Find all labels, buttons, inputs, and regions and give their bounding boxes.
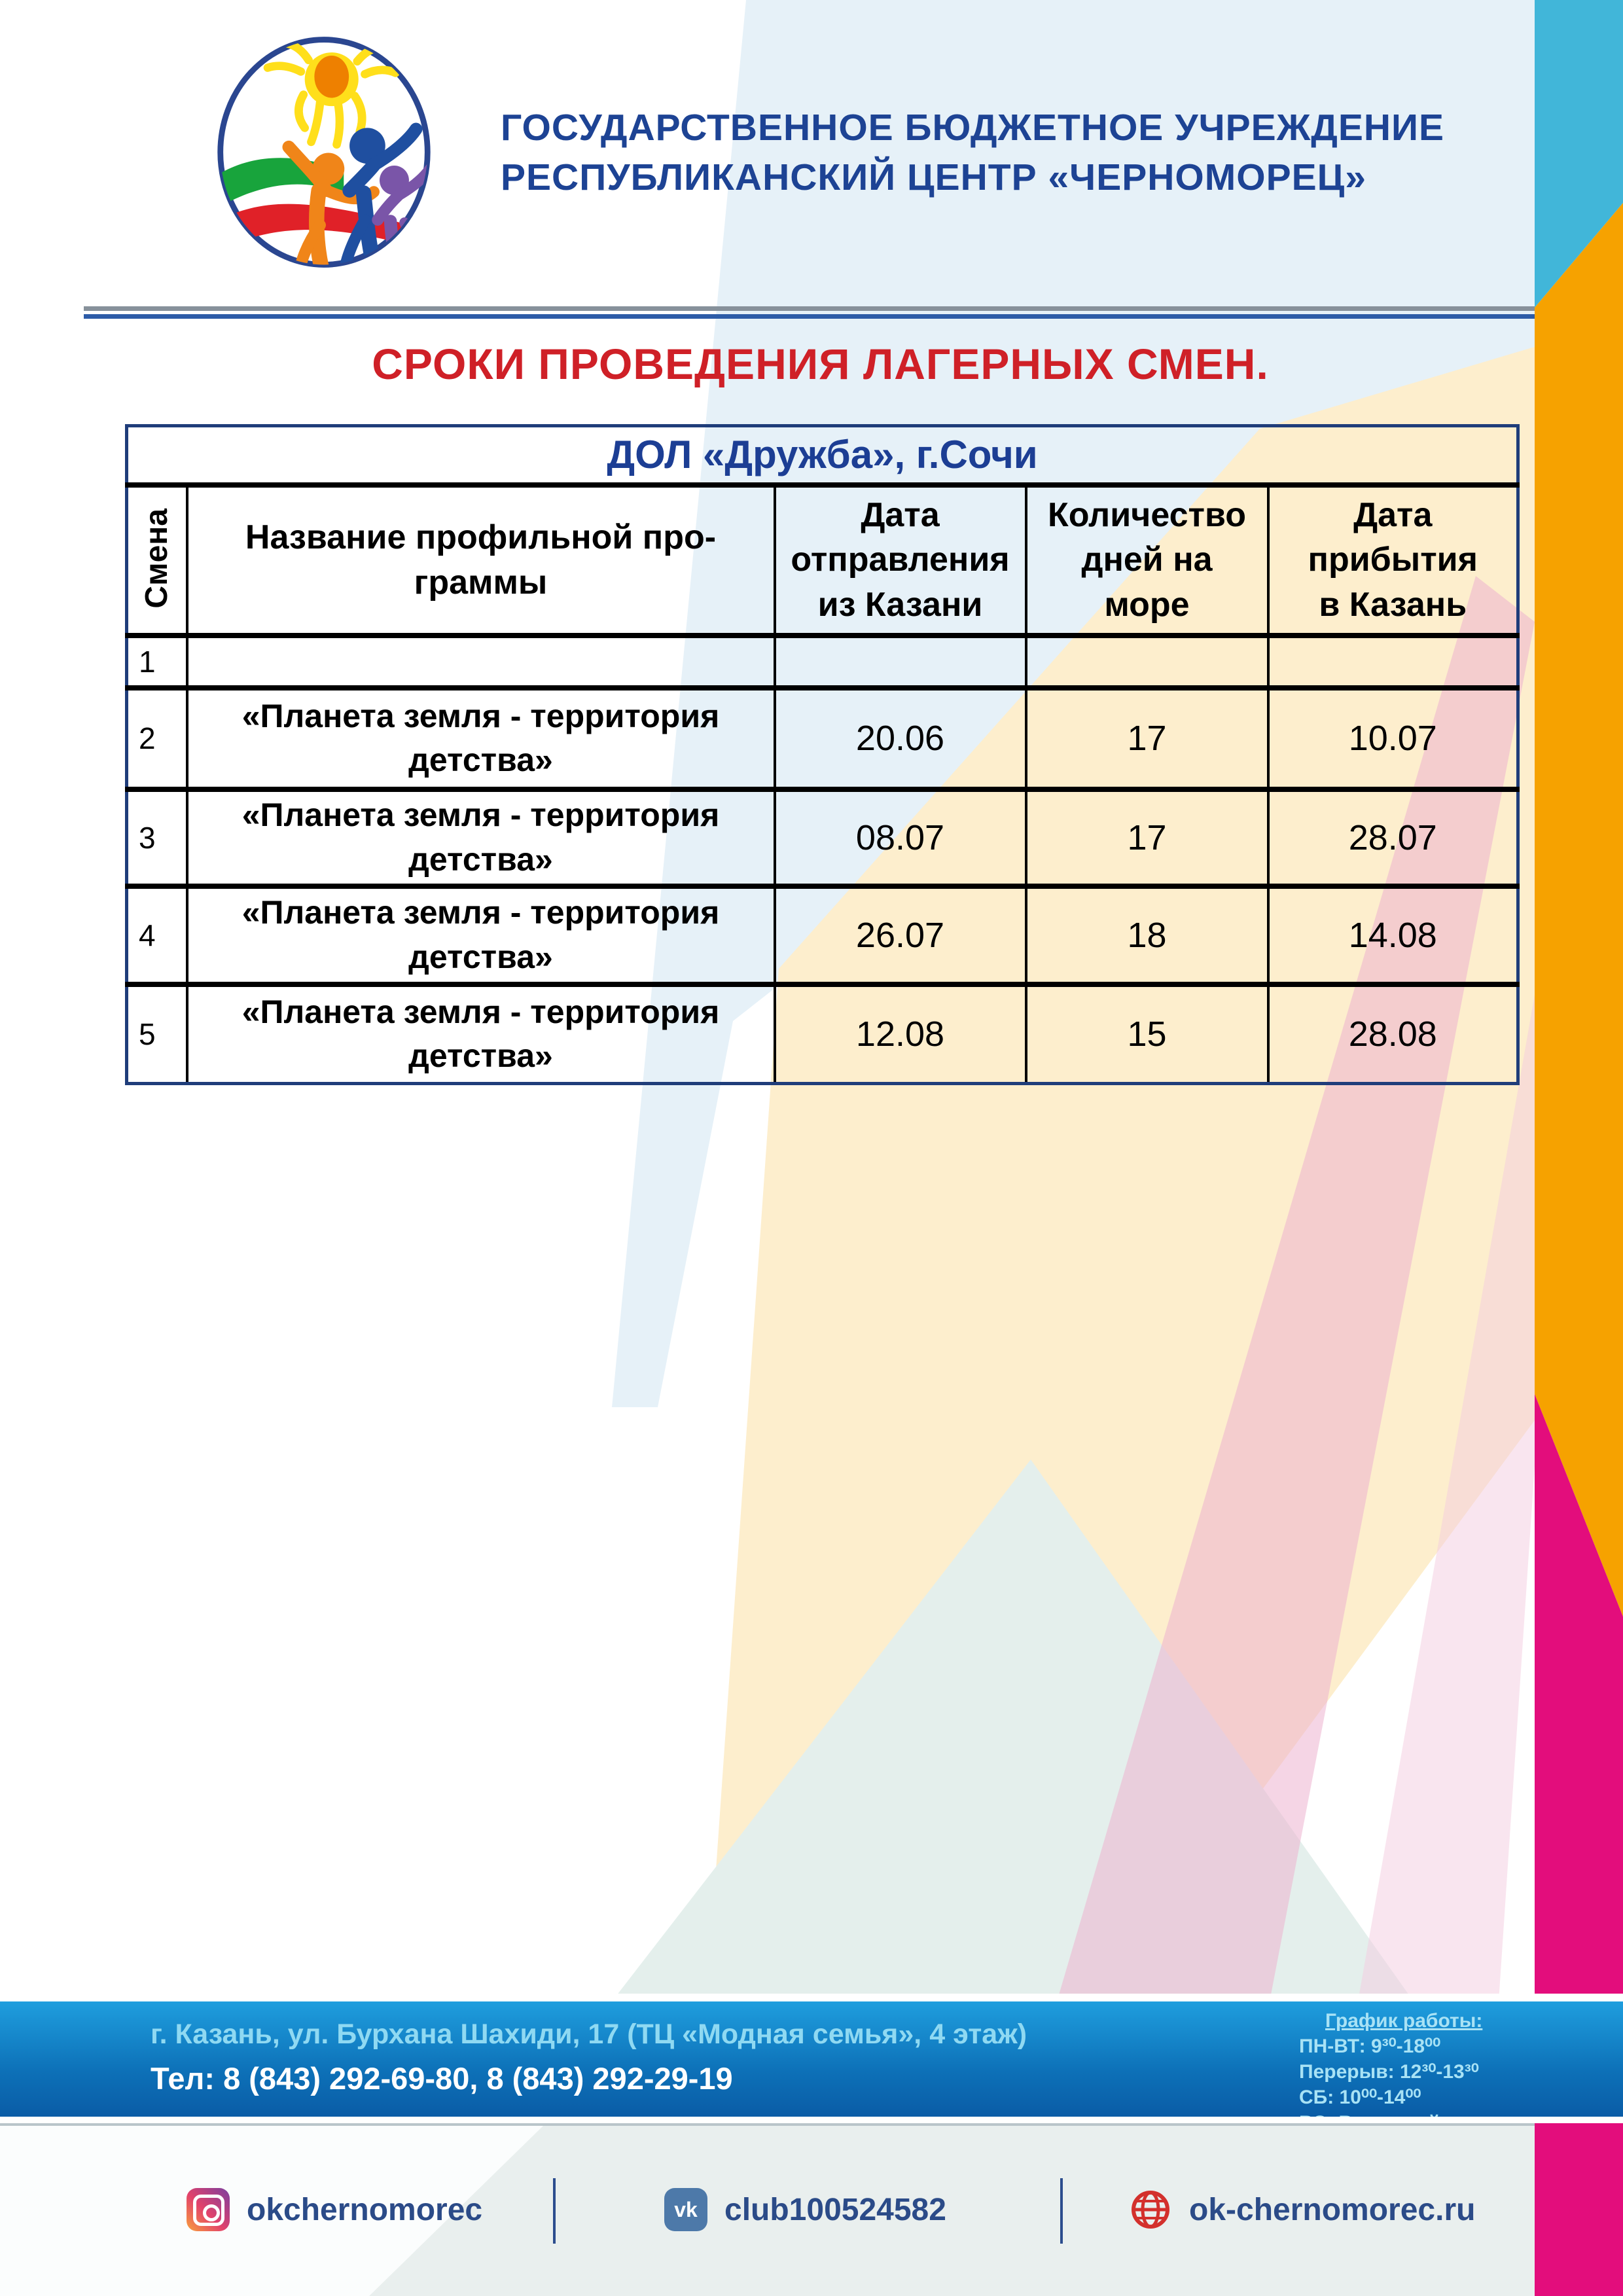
schedule-line: ПН-ВТ: 9³⁰-18⁰⁰	[1299, 2036, 1441, 2057]
cell-depart-date: 20.06	[774, 687, 1027, 792]
band-orange	[1535, 203, 1623, 1617]
vk-handle: club100524582	[724, 2192, 946, 2227]
instagram-icon	[187, 2188, 230, 2231]
cell-days-count: 17	[1026, 789, 1270, 889]
cell-arrive-date: 10.07	[1268, 687, 1518, 792]
contact-bar: г. Казань, ул. Бурхана Шахиди, 17 (ТЦ «М…	[0, 2001, 1623, 2134]
schedule-line: Перерыв: 12³⁰-13³⁰	[1299, 2061, 1479, 2083]
footer-divider	[1060, 2178, 1063, 2244]
table-caption-row: ДОЛ «Дружба», г.Сочи	[126, 425, 1518, 488]
col-header-days: Количество дней на море	[1026, 484, 1270, 638]
cell-arrive-date: 28.07	[1268, 789, 1518, 889]
table-row: 3 «Планета земля - территория детства» 0…	[126, 789, 1518, 889]
divider-blue-line	[84, 314, 1535, 319]
cell-program	[187, 635, 776, 691]
cell-depart-date: 08.07	[774, 789, 1027, 889]
table-row: 1	[126, 635, 1518, 691]
cell-days-count	[1026, 635, 1270, 691]
cell-shift-number: 5	[126, 984, 188, 1084]
table-row: 4 «Планета земля - территория детства» 2…	[126, 886, 1518, 987]
cell-depart-date: 26.07	[774, 886, 1027, 987]
table-header-row: Смена Название профильной про- граммы Да…	[126, 484, 1518, 638]
instagram-link[interactable]: okchernomorec	[187, 2183, 482, 2236]
cell-days-count: 17	[1026, 687, 1270, 792]
cell-program: «Планета земля - территория детства»	[187, 886, 776, 987]
cell-arrive-date	[1268, 635, 1518, 691]
table-row: 5 «Планета земля - территория детства» 1…	[126, 984, 1518, 1084]
header-divider-rule	[84, 306, 1535, 319]
cell-program: «Планета земля - территория детства»	[187, 984, 776, 1084]
bar-top-gap	[0, 1994, 1623, 2001]
divider-grey-line	[84, 306, 1535, 311]
org-name: ГОСУДАРСТВЕННОЕ БЮДЖЕТНОЕ УЧРЕЖДЕНИЕ РЕС…	[501, 103, 1482, 203]
footer-divider	[553, 2178, 556, 2244]
website-link[interactable]: ok-chernomorec.ru	[1129, 2183, 1475, 2236]
globe-icon	[1129, 2188, 1172, 2231]
phone-numbers: Тел: 8 (843) 292-69-80, 8 (843) 292-29-1…	[151, 2061, 733, 2096]
page-title: СРОКИ ПРОВЕДЕНИЯ ЛАГЕРНЫХ СМЕН.	[372, 340, 1269, 388]
cell-shift-number: 1	[126, 635, 188, 691]
cell-days-count: 18	[1026, 886, 1270, 987]
bar-bottom-gap	[0, 2117, 1623, 2123]
cell-days-count: 15	[1026, 984, 1270, 1084]
cell-program: «Планета земля - территория детства»	[187, 789, 776, 889]
org-logo	[213, 29, 435, 275]
website-url: ok-chernomorec.ru	[1189, 2192, 1476, 2227]
cell-depart-date: 12.08	[774, 984, 1027, 1084]
table-caption: ДОЛ «Дружба», г.Сочи	[126, 425, 1518, 488]
vk-link[interactable]: vk club100524582	[664, 2183, 946, 2236]
camp-shifts-table: ДОЛ «Дружба», г.Сочи Смена Название проф…	[125, 424, 1520, 1085]
col-header-smena: Смена	[126, 484, 188, 638]
table-row: 2 «Планета земля - территория детства» 2…	[126, 687, 1518, 792]
vk-icon: vk	[664, 2188, 707, 2231]
address-text: г. Казань, ул. Бурхана Шахиди, 17 (ТЦ «М…	[151, 2018, 1027, 2050]
col-header-arrive: Дата прибытия в Казань	[1268, 484, 1518, 638]
schedule-line: СБ: 10⁰⁰-14⁰⁰	[1299, 2087, 1421, 2108]
cell-arrive-date: 14.08	[1268, 886, 1518, 987]
work-schedule-title: График работы:	[1325, 2010, 1483, 2032]
cell-shift-number: 4	[126, 886, 188, 987]
footer: okchernomorec vk club100524582 ok-cherno…	[0, 2123, 1535, 2296]
col-header-program: Название профильной про- граммы	[187, 484, 776, 638]
org-name-line1: ГОСУДАРСТВЕННОЕ БЮДЖЕТНОЕ УЧРЕЖДЕНИЕ	[501, 107, 1444, 149]
col-header-depart: Дата отправления из Казани	[774, 484, 1027, 638]
instagram-handle: okchernomorec	[247, 2192, 483, 2227]
cell-shift-number: 3	[126, 789, 188, 889]
cell-shift-number: 2	[126, 687, 188, 792]
right-color-band	[1535, 0, 1623, 2296]
cell-arrive-date: 28.08	[1348, 1014, 1437, 1054]
cell-depart-date	[774, 635, 1027, 691]
sun-children-flag-logo	[217, 37, 431, 268]
org-name-line2: РЕСПУБЛИКАНСКИЙ ЦЕНТР «ЧЕРНОМОРЕЦ»	[501, 156, 1366, 198]
cell-program: «Планета земля - территория детства»	[187, 687, 776, 792]
